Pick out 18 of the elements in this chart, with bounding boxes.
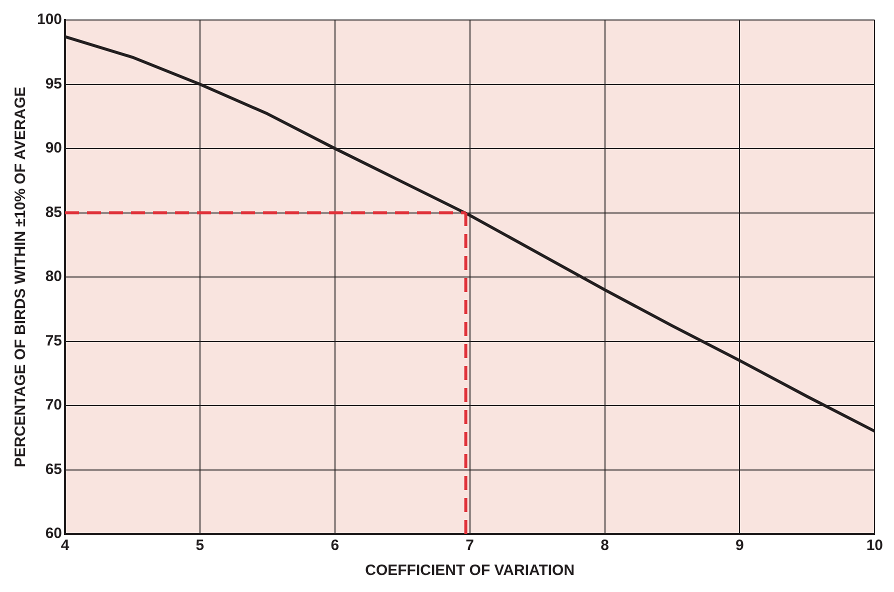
y-tick-label: 95 xyxy=(45,75,62,92)
y-tick-label: 70 xyxy=(45,396,62,414)
x-tick-label: 5 xyxy=(196,537,204,554)
y-tick-label: 85 xyxy=(45,204,62,221)
x-tick-label: 4 xyxy=(60,537,70,554)
y-tick-label: 90 xyxy=(45,140,62,157)
y-tick-label: 100 xyxy=(36,11,62,28)
x-tick-label: 9 xyxy=(736,537,744,554)
x-axis-title: COEFFICIENT OF VARIATION xyxy=(365,562,575,580)
y-tick-label: 65 xyxy=(45,460,62,478)
x-tick-label: 7 xyxy=(466,537,474,554)
x-tick-label: 10 xyxy=(866,537,883,554)
y-tick-label: 75 xyxy=(45,332,62,350)
x-tick-label: 8 xyxy=(600,537,609,554)
y-axis-title: PERCENTAGE OF BIRDS WITHIN ±10% OF AVERAGE xyxy=(12,86,30,468)
x-tick-label: 6 xyxy=(330,537,340,554)
y-tick-label: 60 xyxy=(45,525,62,542)
y-tick-label: 80 xyxy=(45,268,62,286)
